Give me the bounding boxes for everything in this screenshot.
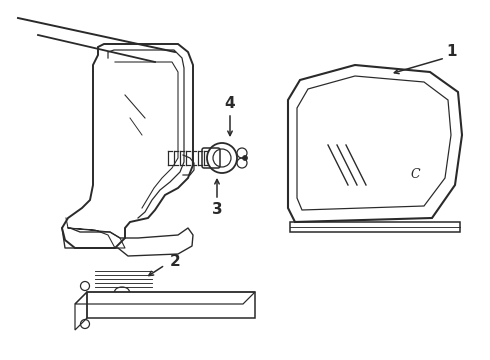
- Text: 3: 3: [212, 202, 222, 217]
- Text: 4: 4: [225, 95, 235, 111]
- Text: 1: 1: [447, 45, 457, 59]
- Text: C: C: [410, 168, 420, 181]
- Text: 2: 2: [170, 255, 180, 270]
- Bar: [290, 222, 460, 232]
- Circle shape: [243, 156, 247, 161]
